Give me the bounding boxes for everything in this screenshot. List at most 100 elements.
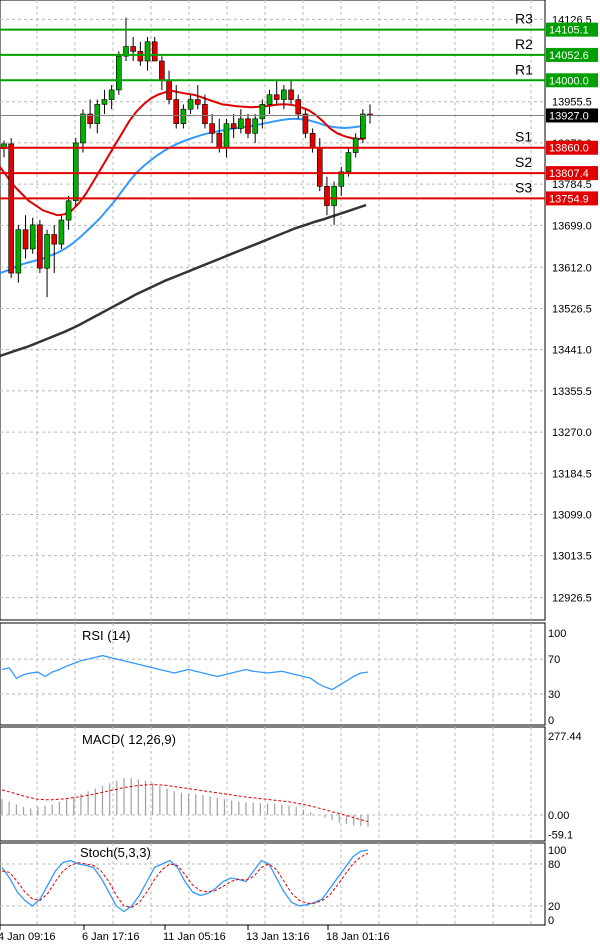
candle-body <box>173 99 180 124</box>
time-tick-label: 4 Jan 09:16 <box>0 931 56 943</box>
macd-label: MACD( 12,26,9) <box>82 732 176 747</box>
price-tick-label: 13612.0 <box>552 262 592 274</box>
level-tag-s1: 13860.0 <box>549 143 589 155</box>
candle-body <box>216 132 223 149</box>
candle-body <box>352 137 359 153</box>
candle-body <box>180 108 187 124</box>
candle-body <box>44 234 50 269</box>
rsi-tick-label: 0 <box>548 715 554 727</box>
price-tick-label: 13955.5 <box>552 97 592 109</box>
panel-frame <box>0 622 546 726</box>
current-price-tag-bg <box>546 108 598 123</box>
price-tick-label: 13355.5 <box>552 386 592 398</box>
price-tick-label: 13441.0 <box>552 345 592 357</box>
level-tag-r1: 14000.0 <box>549 75 589 87</box>
candle-body <box>108 89 115 100</box>
macd-tick-label: 277.44 <box>548 731 582 743</box>
level-name-s3: S3 <box>515 179 532 195</box>
level-tag-bg <box>546 47 598 62</box>
current-price-tag: 13927.0 <box>549 111 589 123</box>
candle-body <box>72 142 79 202</box>
panel-frame <box>0 726 546 842</box>
rsi-panel: RSI (14) 100 70 30 0 <box>0 622 566 727</box>
price-tick-label: 13099.0 <box>552 510 592 522</box>
macd-signal-line <box>1 784 369 822</box>
candle-body <box>252 118 258 134</box>
stoch-label: Stoch(5,3,3) <box>80 845 151 860</box>
level-name-s2: S2 <box>515 154 532 170</box>
level-tag-bg <box>546 140 598 155</box>
candle-body <box>302 113 309 134</box>
level-tag-bg <box>546 73 598 88</box>
candle-body <box>238 118 244 129</box>
candle-body <box>80 113 86 144</box>
rsi-tick-label: 70 <box>548 654 560 666</box>
price-tick-label: 13784.5 <box>552 179 592 191</box>
level-name-r3: R3 <box>515 11 533 27</box>
candle-body <box>273 94 280 100</box>
price-tick-label: 13013.5 <box>552 551 592 563</box>
level-tag-bg <box>546 166 598 181</box>
level-tag-bg <box>546 22 598 37</box>
macd-tick-label: 0.00 <box>548 810 569 822</box>
stoch-tick-label: 20 <box>548 901 560 913</box>
candle-body <box>51 234 58 245</box>
time-tick-label: 13 Jan 13:16 <box>246 931 310 943</box>
level-name-s1: S1 <box>515 129 532 145</box>
candle-body <box>8 143 14 274</box>
candle-body <box>58 219 65 245</box>
time-tick-label: 6 Jan 17:16 <box>82 931 140 943</box>
time-tick-label: 11 Jan 05:16 <box>163 931 226 943</box>
price-tick-label: 13526.5 <box>552 304 592 316</box>
level-tag-bg <box>546 191 598 206</box>
candle-body <box>245 118 251 134</box>
candle-body <box>194 99 201 105</box>
candle-body <box>360 113 366 139</box>
candle-body <box>15 229 22 274</box>
macd-tick-label: -59.1 <box>548 830 573 842</box>
price-tick-label: 13184.5 <box>552 468 592 480</box>
ma-dark-line <box>0 203 367 358</box>
candle-body <box>338 171 345 187</box>
candle-body <box>309 132 316 149</box>
candle-body <box>144 41 151 62</box>
panel-frame <box>0 0 546 621</box>
candle-body <box>187 99 194 110</box>
stoch-k-line <box>1 849 369 913</box>
stoch-tick-label: 80 <box>548 859 560 871</box>
rsi-tick-label: 100 <box>548 628 566 640</box>
candles <box>1 17 373 298</box>
rsi-label: RSI (14) <box>82 628 130 643</box>
candle-body <box>166 79 172 100</box>
time-axis: 4 Jan 09:16 6 Jan 17:16 11 Jan 05:16 13 Jan… <box>0 925 390 943</box>
level-name-r2: R2 <box>515 36 533 52</box>
candle-body <box>230 123 237 129</box>
price-tick-label: 12926.5 <box>552 593 592 605</box>
candle-body <box>22 229 29 250</box>
candle-body <box>223 123 230 149</box>
level-tag-r3: 14105.1 <box>549 25 589 37</box>
price-tick-label: 13270.0 <box>552 427 592 439</box>
stoch-tick-label: 100 <box>548 845 566 857</box>
rsi-line <box>1 654 369 691</box>
candle-body <box>295 99 302 115</box>
candle-body <box>137 51 144 62</box>
macd-histogram <box>1 778 369 827</box>
candle-body <box>209 123 215 134</box>
candle-body <box>345 152 352 173</box>
ma-red-line <box>0 89 367 217</box>
candle-body <box>116 55 122 91</box>
candle-body <box>37 224 43 269</box>
candle-body <box>266 94 273 105</box>
candle-body <box>94 104 101 124</box>
candle-body <box>130 46 136 52</box>
stoch-tick-label: 0 <box>548 915 554 927</box>
candle-body <box>29 224 36 250</box>
level-tag-s3: 13754.9 <box>549 193 589 205</box>
candle-body <box>159 60 165 81</box>
candle-body <box>324 185 330 206</box>
price-tick-labels: 14126.513955.513870.013784.513699.013612… <box>552 14 592 604</box>
candle-body <box>202 104 208 124</box>
rsi-tick-label: 30 <box>548 689 560 701</box>
